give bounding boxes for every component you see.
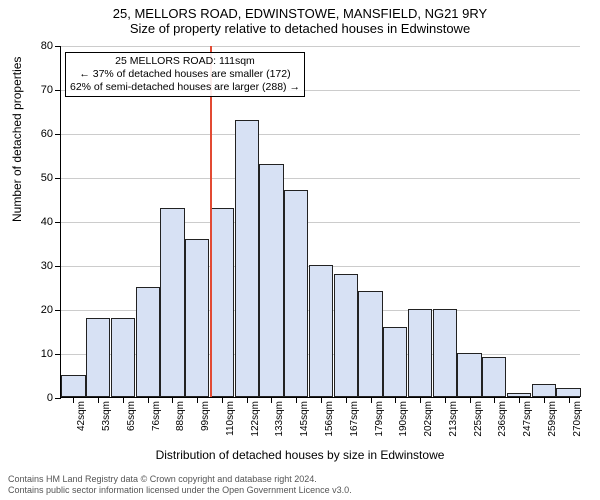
- x-tick: [98, 397, 99, 403]
- x-tick-label: 110sqm: [225, 401, 236, 436]
- plot-area: 0102030405060708042sqm53sqm65sqm76sqm88s…: [60, 46, 580, 398]
- x-tick: [73, 397, 74, 403]
- x-tick-label: 99sqm: [200, 401, 211, 431]
- y-tick-label: 20: [41, 304, 61, 316]
- histogram-bar: [185, 239, 209, 397]
- x-tick: [247, 397, 248, 403]
- x-tick: [445, 397, 446, 403]
- footer-attribution: Contains HM Land Registry data © Crown c…: [8, 474, 352, 496]
- histogram-bar: [111, 318, 135, 397]
- histogram-bar: [136, 287, 160, 397]
- x-tick-label: 122sqm: [250, 401, 261, 437]
- x-tick: [395, 397, 396, 403]
- footer-line-1: Contains HM Land Registry data © Crown c…: [8, 474, 352, 485]
- y-axis-title: Number of detached properties: [10, 57, 24, 222]
- x-tick: [271, 397, 272, 403]
- property-marker-line: [210, 46, 212, 397]
- x-tick-label: 213sqm: [448, 401, 459, 437]
- histogram-bar: [383, 327, 407, 397]
- histogram-bar: [482, 357, 506, 397]
- histogram-bar: [556, 388, 580, 397]
- histogram-bar: [532, 384, 556, 397]
- x-tick: [172, 397, 173, 403]
- x-tick-label: 190sqm: [398, 401, 409, 437]
- histogram-bar: [457, 353, 481, 397]
- x-tick: [346, 397, 347, 403]
- y-tick-label: 60: [41, 128, 61, 140]
- annotation-box: 25 MELLORS ROAD: 111sqm← 37% of detached…: [65, 52, 305, 97]
- x-tick-label: 179sqm: [374, 401, 385, 437]
- histogram-bar: [408, 309, 432, 397]
- y-tick-label: 0: [47, 392, 61, 404]
- x-tick: [544, 397, 545, 403]
- histogram-bar: [284, 190, 308, 397]
- x-tick: [296, 397, 297, 403]
- histogram-bar: [358, 291, 382, 397]
- y-tick-label: 50: [41, 172, 61, 184]
- x-tick: [371, 397, 372, 403]
- x-tick-label: 247sqm: [522, 401, 533, 437]
- y-tick-label: 10: [41, 348, 61, 360]
- x-tick-label: 65sqm: [126, 401, 137, 431]
- annotation-line: ← 37% of detached houses are smaller (17…: [70, 68, 300, 81]
- histogram-bar: [86, 318, 110, 397]
- x-tick-label: 225sqm: [473, 401, 484, 437]
- x-tick: [148, 397, 149, 403]
- grid-line: [61, 222, 580, 223]
- x-tick-label: 53sqm: [101, 401, 112, 431]
- x-tick: [519, 397, 520, 403]
- annotation-line: 62% of semi-detached houses are larger (…: [70, 81, 300, 94]
- x-tick-label: 270sqm: [572, 401, 583, 437]
- x-tick-label: 42sqm: [76, 401, 87, 431]
- x-tick-label: 202sqm: [423, 401, 434, 437]
- grid-line: [61, 134, 580, 135]
- x-tick-label: 156sqm: [324, 401, 335, 437]
- annotation-line: 25 MELLORS ROAD: 111sqm: [70, 55, 300, 68]
- x-tick: [494, 397, 495, 403]
- histogram-bar: [433, 309, 457, 397]
- y-tick-label: 40: [41, 216, 61, 228]
- x-tick: [420, 397, 421, 403]
- x-tick-label: 236sqm: [497, 401, 508, 437]
- histogram-bar: [61, 375, 85, 397]
- x-tick: [470, 397, 471, 403]
- histogram-bar: [259, 164, 283, 397]
- x-tick-label: 145sqm: [299, 401, 310, 437]
- histogram-bar: [160, 208, 184, 397]
- grid-line: [61, 46, 580, 47]
- histogram-bar: [210, 208, 234, 397]
- histogram-bar: [334, 274, 358, 397]
- x-tick-label: 259sqm: [547, 401, 558, 437]
- x-tick: [123, 397, 124, 403]
- y-tick-label: 70: [41, 84, 61, 96]
- x-tick-label: 167sqm: [349, 401, 360, 437]
- x-axis-title: Distribution of detached houses by size …: [0, 448, 600, 462]
- x-tick: [569, 397, 570, 403]
- chart-subtitle: Size of property relative to detached ho…: [0, 21, 600, 38]
- chart-title: 25, MELLORS ROAD, EDWINSTOWE, MANSFIELD,…: [0, 0, 600, 21]
- x-tick: [222, 397, 223, 403]
- x-tick-label: 133sqm: [274, 401, 285, 437]
- histogram-bar: [309, 265, 333, 397]
- x-tick-label: 88sqm: [175, 401, 186, 431]
- y-tick-label: 30: [41, 260, 61, 272]
- histogram-bar: [235, 120, 259, 397]
- x-tick: [321, 397, 322, 403]
- y-tick-label: 80: [41, 40, 61, 52]
- grid-line: [61, 178, 580, 179]
- footer-line-2: Contains public sector information licen…: [8, 485, 352, 496]
- x-tick-label: 76sqm: [151, 401, 162, 431]
- x-tick: [197, 397, 198, 403]
